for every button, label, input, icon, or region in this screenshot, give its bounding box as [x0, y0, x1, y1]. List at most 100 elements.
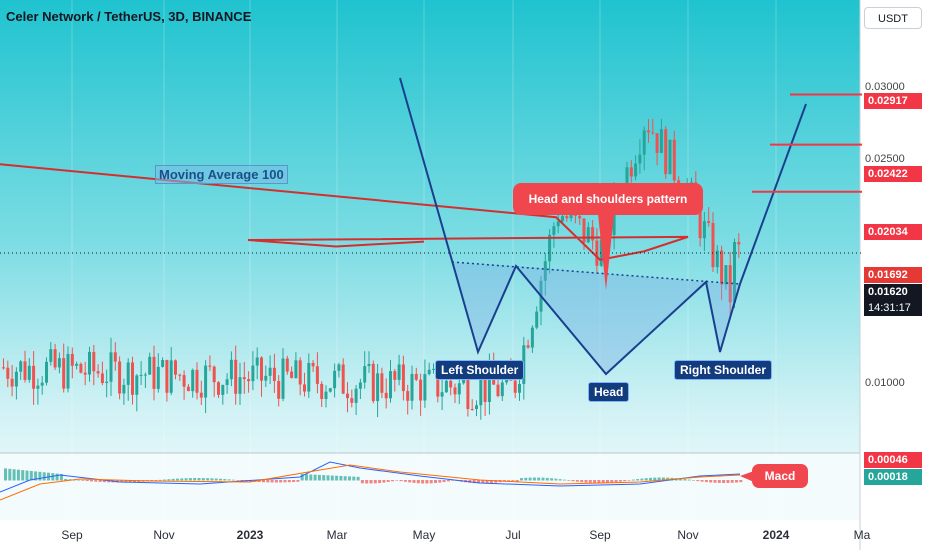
macd-bar: [300, 474, 304, 481]
candle-body: [247, 379, 251, 382]
candle-body: [638, 154, 642, 164]
macd-bar: [580, 480, 584, 483]
macd-bar: [653, 477, 657, 481]
candle-body: [410, 373, 414, 401]
candle-body: [354, 388, 358, 403]
candle-body: [668, 139, 672, 175]
candle-body: [251, 365, 255, 382]
macd-line: [0, 461, 741, 493]
candles: [2, 118, 741, 420]
macd-bar: [167, 479, 171, 481]
candle-body: [307, 362, 311, 392]
macd-pointer: [740, 471, 754, 482]
macd-bar: [176, 478, 179, 481]
macd-bar: [661, 477, 665, 481]
macd-bar: [601, 480, 605, 483]
neckline: [451, 261, 741, 285]
time-axis-label: 2023: [236, 528, 264, 542]
candle-body: [698, 204, 702, 239]
macd-bar: [403, 480, 407, 482]
macd-bar: [451, 480, 455, 481]
macd-bar: [408, 480, 412, 483]
macd-bar: [666, 477, 670, 481]
last-price: 0.01620: [864, 284, 922, 300]
macd-bar: [416, 480, 420, 484]
candle-body: [221, 384, 225, 395]
macd-bar: [683, 479, 687, 481]
macd-bar: [391, 480, 394, 482]
macd-bar: [472, 480, 476, 484]
candle-body: [380, 373, 384, 393]
macd-bar: [171, 478, 175, 481]
candle-body: [2, 367, 5, 369]
candle-body: [19, 361, 23, 372]
macd-bar: [704, 480, 708, 483]
macd-bar: [558, 479, 562, 481]
macd-bar: [532, 477, 536, 481]
macd-bar: [335, 475, 339, 481]
macd-bar: [545, 477, 549, 481]
right-shoulder-label: Right Shoulder: [674, 360, 772, 380]
macd-bar: [343, 476, 347, 481]
macd-bar: [692, 480, 695, 481]
candle-countdown: 14:31:17: [864, 300, 922, 316]
candle-body: [328, 388, 332, 392]
head-label: Head: [588, 382, 630, 402]
macd-bar: [726, 480, 730, 483]
candle-body: [436, 368, 440, 397]
macd-bar: [524, 477, 528, 481]
macd-bar: [180, 478, 184, 481]
candle-body: [6, 367, 10, 379]
candle-body: [70, 353, 74, 366]
candle-body: [672, 139, 676, 181]
macd-bar: [494, 480, 498, 483]
macd-bar: [537, 477, 541, 481]
macd-bar: [640, 478, 644, 481]
macd-bar: [102, 480, 106, 483]
candle-body: [96, 371, 100, 374]
macd-bar: [339, 475, 343, 481]
candle-body: [75, 363, 79, 366]
candle-body: [552, 226, 556, 235]
candle-body: [462, 379, 466, 384]
candle-body: [651, 132, 655, 134]
price-axis-panel: [860, 0, 932, 520]
candle-body: [376, 373, 380, 402]
time-axis-label: Sep: [61, 528, 83, 542]
currency-button[interactable]: USDT: [864, 7, 922, 29]
candle-body: [337, 364, 341, 371]
macd-bar: [279, 480, 283, 483]
macd-bar: [369, 480, 373, 484]
candle-body: [389, 371, 392, 399]
candle-body: [733, 242, 736, 303]
candle-body: [367, 363, 371, 367]
candle-body: [135, 375, 139, 395]
candle-body: [655, 133, 659, 153]
target-3-price: 0.02917: [864, 93, 922, 109]
macd-bar: [85, 480, 89, 482]
candle-body: [272, 367, 276, 381]
macd-bar: [12, 469, 16, 481]
time-axis-label: May: [412, 528, 436, 542]
macd-bar: [485, 480, 489, 484]
macd-bar: [528, 477, 532, 481]
macd-bar: [257, 480, 261, 483]
candle-body: [208, 365, 212, 367]
candle-body: [79, 363, 83, 373]
macd-bar: [313, 474, 317, 481]
macd-bar: [90, 480, 93, 482]
macd-bar: [231, 479, 235, 481]
macd-panel: [0, 453, 860, 520]
candle-body: [36, 385, 40, 389]
macd-bar: [597, 480, 601, 483]
candle-body: [496, 384, 500, 397]
time-axis-label: Ma: [853, 528, 871, 542]
price-axis-label: 0.01000: [865, 377, 905, 389]
macd-bar: [696, 480, 700, 482]
macd-bar: [133, 480, 136, 483]
time-axis-panel: [0, 520, 932, 550]
candle-body: [737, 242, 741, 245]
candle-body: [152, 356, 156, 389]
candle-body: [363, 366, 367, 383]
